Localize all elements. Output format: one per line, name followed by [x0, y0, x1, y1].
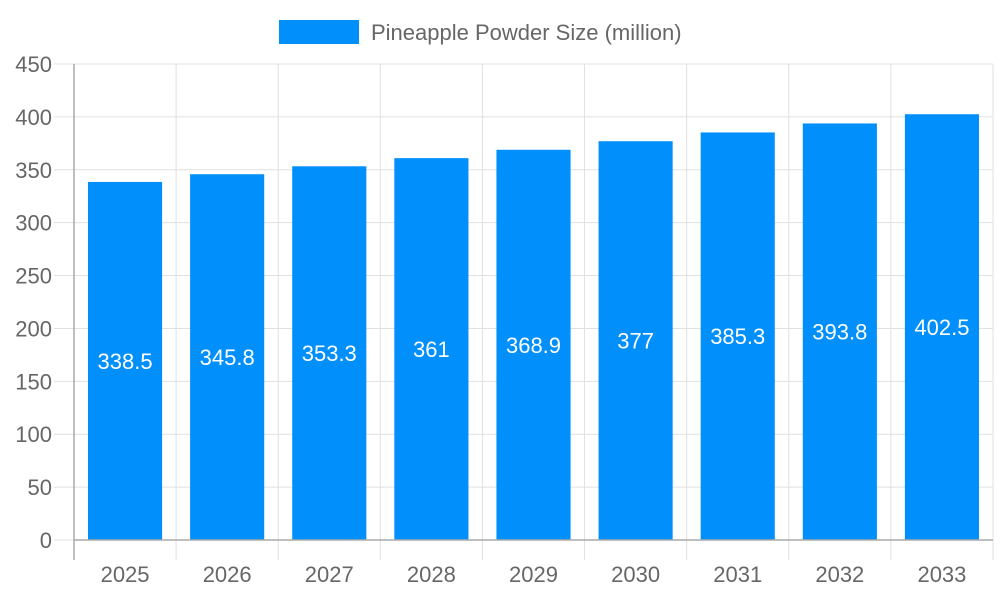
data-label: 361 — [413, 337, 450, 362]
x-tick-label: 2031 — [713, 562, 762, 587]
x-tick-label: 2027 — [305, 562, 354, 587]
data-label: 368.9 — [506, 333, 561, 358]
legend[interactable]: Pineapple Powder Size (million) — [279, 20, 682, 45]
y-tick-label: 0 — [40, 528, 52, 553]
bar — [394, 158, 469, 541]
y-tick-label: 50 — [28, 475, 52, 500]
bar — [88, 181, 163, 541]
x-tick-label: 2025 — [101, 562, 150, 587]
x-tick-label: 2033 — [917, 562, 966, 587]
axes: 0 50 100 150 200 250 300 350 400 450 2025 2026 2027 2… — [15, 52, 993, 587]
bar — [598, 141, 673, 540]
bar — [700, 132, 775, 540]
y-tick-label: 150 — [15, 369, 52, 394]
bar — [292, 166, 367, 540]
y-tick-label: 100 — [15, 422, 52, 447]
bar — [496, 149, 571, 541]
x-tick-label: 2032 — [815, 562, 864, 587]
data-label: 338.5 — [98, 349, 153, 374]
y-tick-label: 350 — [15, 158, 52, 183]
y-tick-label: 400 — [15, 105, 52, 130]
data-label: 345.8 — [200, 345, 255, 370]
y-tick-label: 200 — [15, 316, 52, 341]
bars: 338.5 345.8 353.3 361 368.9 377 385.3 393.8 402.… — [88, 114, 979, 541]
y-tick-label: 300 — [15, 211, 52, 236]
x-tick-label: 2028 — [407, 562, 456, 587]
data-label: 353.3 — [302, 341, 357, 366]
bar — [904, 114, 979, 540]
data-label: 393.8 — [812, 320, 867, 345]
data-label: 385.3 — [710, 324, 765, 349]
data-label: 377 — [617, 329, 654, 354]
y-tick-label: 450 — [15, 52, 52, 77]
bar — [190, 174, 265, 540]
legend-label: Pineapple Powder Size (million) — [371, 20, 682, 45]
x-tick-label: 2030 — [611, 562, 660, 587]
legend-swatch — [279, 20, 359, 44]
y-tick-label: 250 — [15, 264, 52, 289]
data-label: 402.5 — [914, 315, 969, 340]
x-tick-label: 2029 — [509, 562, 558, 587]
x-tick-label: 2026 — [203, 562, 252, 587]
bar — [802, 123, 877, 540]
